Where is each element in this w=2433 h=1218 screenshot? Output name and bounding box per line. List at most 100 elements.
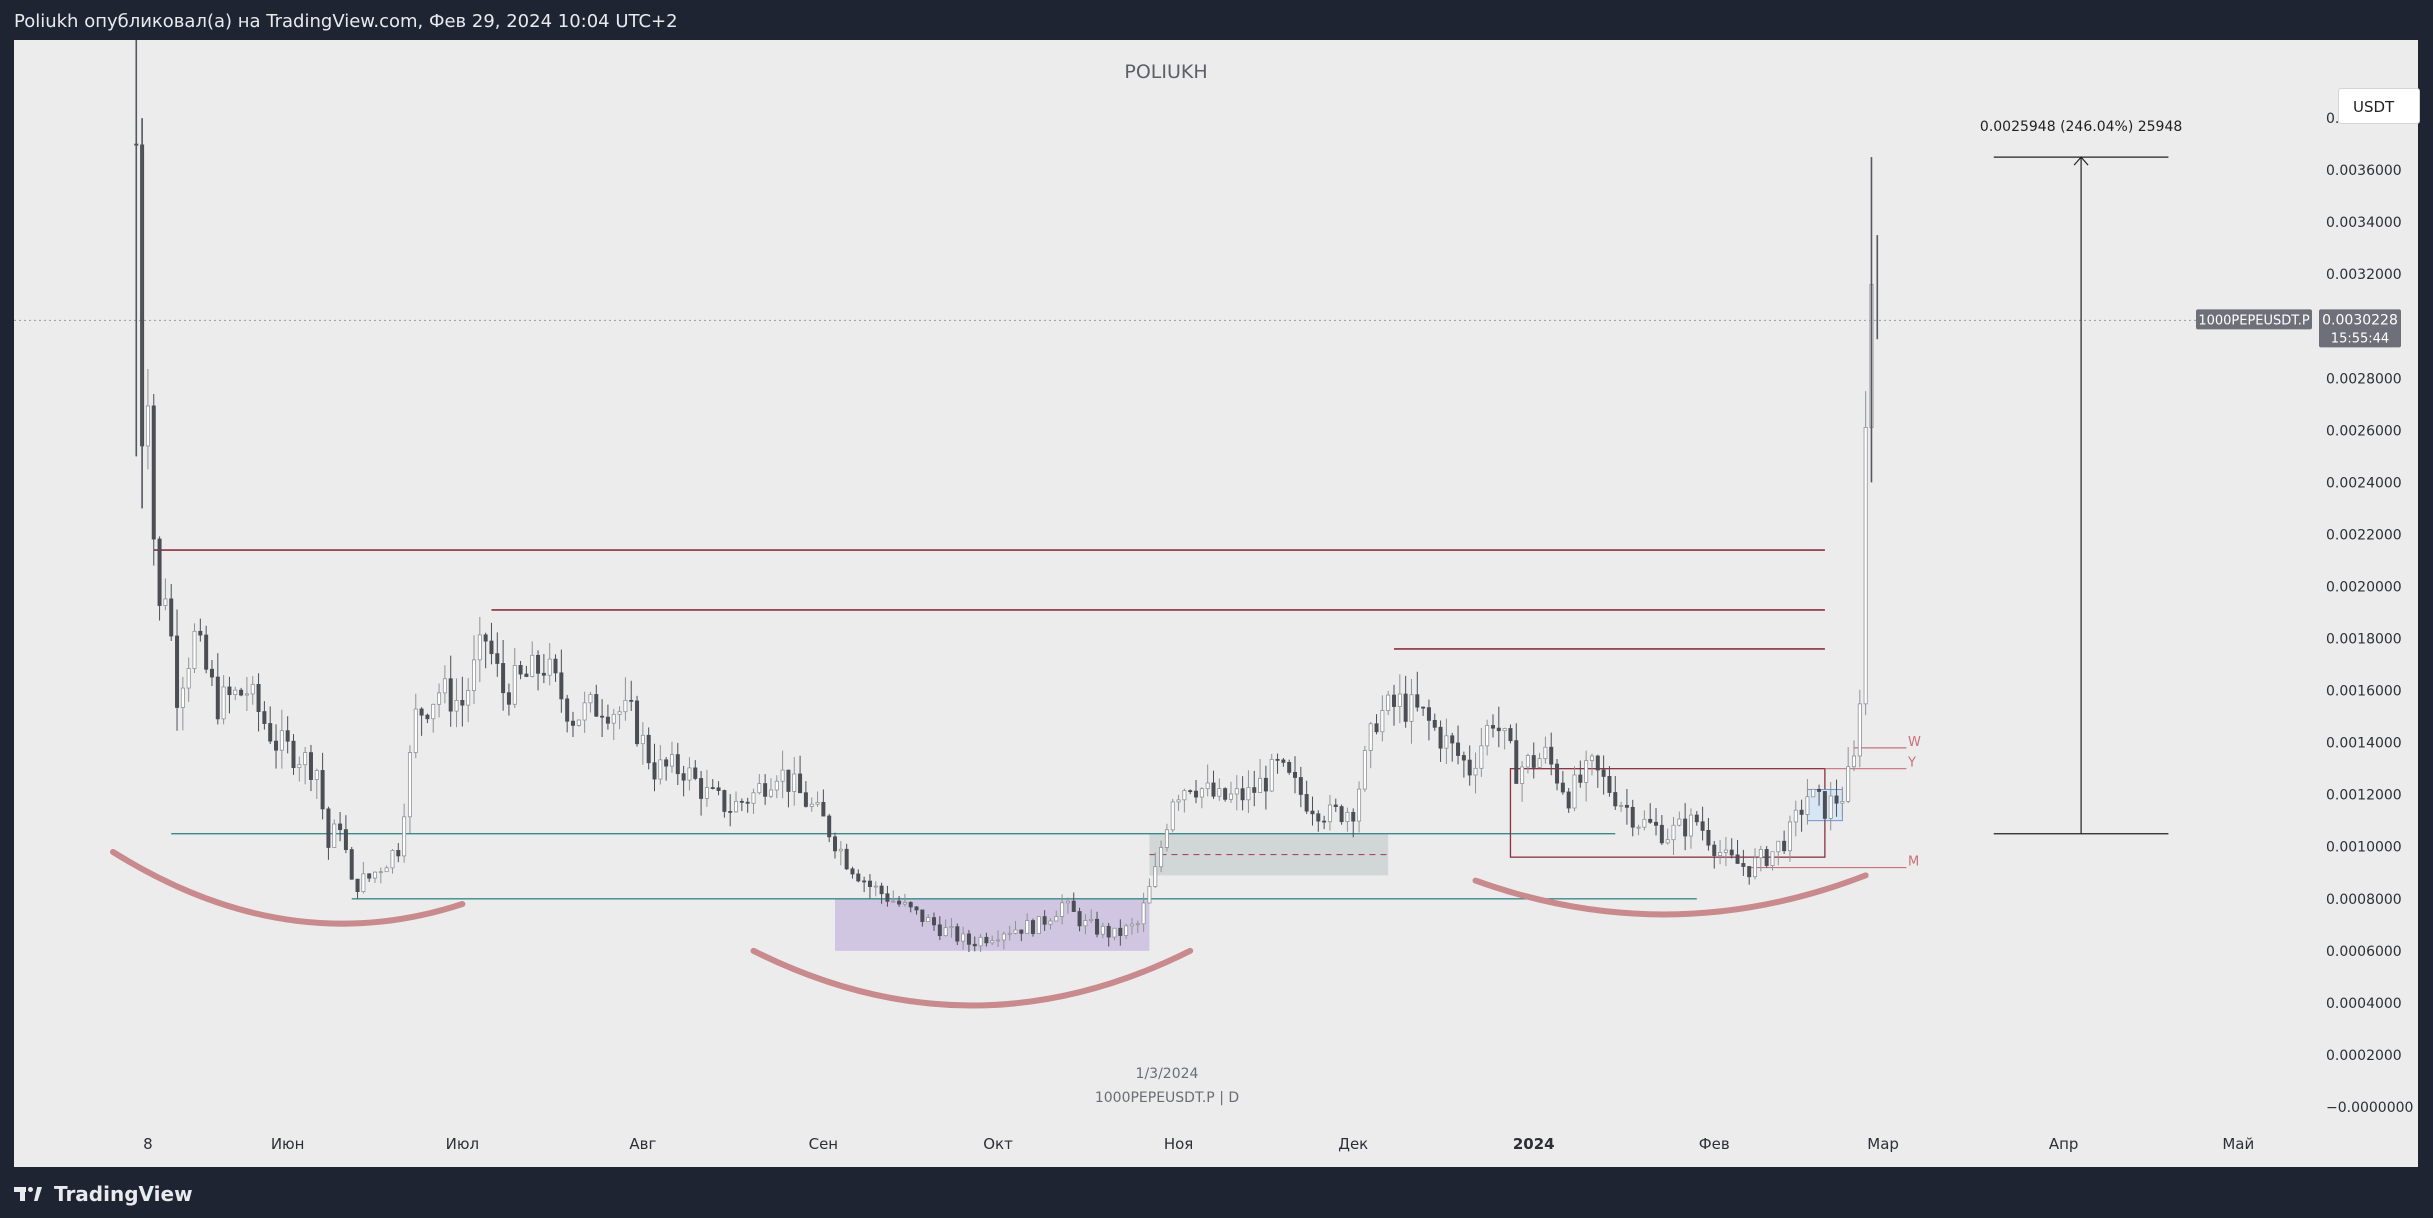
candle-body — [751, 792, 756, 804]
candle-body — [885, 893, 890, 902]
candle-body — [786, 769, 791, 792]
candle-body — [1164, 829, 1169, 848]
candle-body — [1397, 693, 1402, 707]
candle-body — [512, 665, 517, 705]
candle-body — [780, 769, 785, 782]
candle-body — [221, 686, 226, 720]
candle-body — [1304, 794, 1309, 812]
candle-body — [1141, 902, 1146, 925]
candle-body — [460, 700, 465, 706]
publish-caption-bar: Poliukh опубликовал(а) на TradingView.co… — [0, 0, 2433, 40]
candle-body — [1846, 766, 1851, 802]
candle-body — [1298, 777, 1303, 795]
candle-body — [1601, 769, 1606, 777]
candle-body — [506, 692, 511, 705]
candle-body — [1578, 774, 1583, 783]
candle-body — [431, 703, 436, 720]
candle-body — [250, 683, 255, 695]
candle-body — [617, 711, 622, 715]
candle-body — [1671, 824, 1676, 841]
candle-body — [943, 927, 948, 937]
candle-body — [1432, 719, 1437, 728]
candle-body — [1030, 920, 1035, 934]
candle-body — [1595, 755, 1600, 771]
candle-body — [862, 880, 867, 883]
chart-panel[interactable]: POLIUKH 1/3/2024 1000PEPEUSDT.P | D W Y M 0.00… — [14, 40, 2420, 1167]
cup-arc-1 — [750, 947, 1194, 1009]
candle-body — [798, 773, 803, 794]
candle-body — [303, 752, 308, 766]
candle-body — [972, 943, 977, 947]
candle-body — [1793, 809, 1798, 823]
candle-body — [1333, 804, 1338, 808]
candle-body — [530, 654, 535, 677]
candle-body — [378, 871, 383, 874]
candle-body — [1077, 911, 1082, 927]
candle-body — [320, 770, 325, 810]
candle-body — [1729, 849, 1734, 856]
candle-body — [1753, 857, 1758, 878]
candle-body — [1566, 791, 1571, 809]
candle-body — [1112, 927, 1117, 938]
candle-body — [1723, 849, 1728, 853]
candle-body — [1392, 694, 1397, 707]
candle-body — [961, 933, 966, 942]
candle-body — [902, 902, 907, 905]
candles[interactable] — [134, 111, 1874, 953]
brand-name: TradingView — [54, 1182, 193, 1206]
candle-body — [640, 734, 645, 745]
candle-body — [215, 676, 220, 720]
candle-body — [407, 752, 412, 818]
candle-body — [792, 773, 797, 792]
candle-body — [990, 940, 995, 944]
candle-body — [442, 678, 447, 694]
candle-body — [1619, 804, 1624, 807]
candle-body — [949, 926, 954, 929]
candle-body — [326, 808, 331, 848]
candle-body — [209, 668, 214, 678]
candle-body — [1228, 793, 1233, 800]
candle-body — [1048, 920, 1053, 925]
candle-body — [1362, 750, 1367, 790]
candle-body — [1712, 844, 1717, 856]
candle-body — [1665, 839, 1670, 844]
candle-body — [1863, 427, 1868, 705]
candle-body — [623, 699, 628, 713]
countdown-tag: 15:55:44 — [2331, 331, 2389, 346]
candle-body — [1834, 795, 1839, 804]
candle-body — [1124, 925, 1129, 936]
cup-arc-0 — [109, 848, 466, 927]
candle-body — [1368, 723, 1373, 751]
y-tick-label: 0.0026000 — [2326, 423, 2402, 439]
x-tick-label: Июл — [446, 1135, 479, 1153]
candle-body — [1386, 694, 1391, 711]
candle-body — [629, 699, 634, 702]
candle-body — [1246, 787, 1251, 801]
candle-body — [1345, 811, 1350, 823]
candle-body — [897, 900, 902, 905]
candle-body — [710, 787, 715, 789]
candle-body — [1007, 932, 1012, 935]
x-tick-label: Мар — [1867, 1135, 1899, 1153]
candle-body — [588, 694, 593, 704]
candle-body — [1188, 790, 1193, 793]
level-label-m: M — [1908, 855, 1919, 870]
x-tick-label: Май — [2222, 1135, 2254, 1153]
candle-body — [192, 630, 197, 669]
candle-body — [838, 848, 843, 852]
watermark-text: POLIUKH — [1124, 61, 1207, 83]
candle-body — [1263, 777, 1268, 792]
currency-button[interactable]: USDT — [2338, 88, 2420, 124]
candle-body — [1089, 918, 1094, 921]
candle-body — [244, 693, 249, 696]
candle-body — [576, 719, 581, 726]
candle-body — [1281, 759, 1286, 763]
candle-body — [1677, 818, 1682, 826]
candle-body — [664, 759, 669, 767]
x-tick-label: Сен — [809, 1135, 839, 1153]
candle-body — [239, 689, 244, 696]
publish-caption: Poliukh опубликовал(а) на TradingView.co… — [14, 11, 678, 32]
price-chart[interactable]: POLIUKH 1/3/2024 1000PEPEUSDT.P | D WY M 0.00… — [14, 40, 2418, 1167]
candle-body — [1001, 933, 1006, 941]
candle-body — [1153, 866, 1158, 887]
